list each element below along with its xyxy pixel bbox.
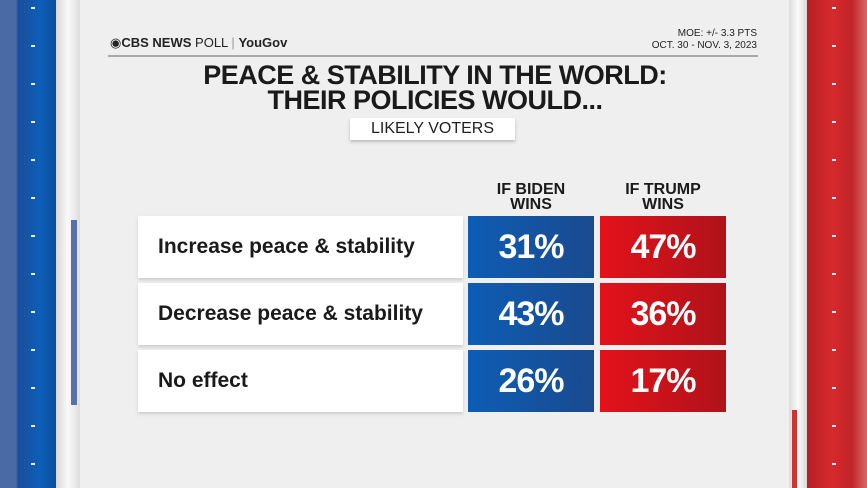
- row-label: Increase peace & stability: [138, 216, 463, 278]
- title-line-2: THEIR POLICIES WOULD...: [267, 85, 603, 115]
- column-header-line: WINS: [642, 196, 684, 213]
- rivet-mark: [31, 197, 35, 199]
- rivet-mark: [832, 273, 836, 275]
- biden-value: 31%: [468, 216, 594, 278]
- logo-poll: POLL: [195, 35, 228, 50]
- rivet-mark: [832, 349, 836, 351]
- rivet-mark: [31, 121, 35, 123]
- cbs-eye-icon: ◉: [110, 35, 122, 50]
- cbs-yougov-logo: ◉CBS NEWS POLL | YouGov: [110, 35, 288, 50]
- trump-value: 36%: [600, 283, 726, 345]
- page-title: PEACE & STABILITY IN THE WORLD: THEIR PO…: [80, 60, 790, 115]
- margin-of-error: MOE: +/- 3.3 PTS: [677, 28, 757, 39]
- biden-value: 43%: [468, 283, 594, 345]
- rivet-mark: [31, 349, 35, 351]
- rivet-mark: [832, 83, 836, 85]
- column-header-line: IF BIDEN: [496, 181, 566, 198]
- right-decor-strip: [789, 0, 807, 488]
- rivet-mark: [832, 197, 836, 199]
- biden-value: 26%: [468, 350, 594, 412]
- left-accent: [71, 220, 77, 405]
- rivet-mark: [832, 425, 836, 427]
- rivet-mark: [832, 45, 836, 47]
- rivet-mark: [832, 463, 836, 465]
- rivet-mark: [832, 159, 836, 161]
- header-divider: [108, 55, 758, 57]
- rivet-mark: [31, 387, 35, 389]
- rivet-mark: [31, 45, 35, 47]
- rivet-mark: [31, 159, 35, 161]
- poll-meta: MOE: +/- 3.3 PTS OCT. 30 - NOV. 3, 2023: [652, 28, 757, 52]
- column-header-trump: IF TRUMP WINS: [600, 181, 726, 213]
- logo-partner: YouGov: [238, 35, 288, 50]
- row-label: No effect: [138, 350, 463, 412]
- column-header-biden: IF BIDEN WINS: [468, 181, 594, 213]
- rivet-mark: [31, 425, 35, 427]
- rivet-mark: [832, 311, 836, 313]
- title-line-1: PEACE & STABILITY IN THE WORLD:: [203, 60, 667, 90]
- rivet-mark: [31, 7, 35, 9]
- rivet-mark: [31, 311, 35, 313]
- left-decor-bar: [0, 0, 56, 488]
- rivet-mark: [832, 387, 836, 389]
- right-accent: [792, 410, 797, 488]
- right-decor-bar: [807, 0, 867, 488]
- rivet-mark: [832, 235, 836, 237]
- rivet-mark: [31, 235, 35, 237]
- column-header-line: WINS: [510, 196, 552, 213]
- subtitle-badge: LIKELY VOTERS: [350, 118, 515, 140]
- trump-value: 47%: [600, 216, 726, 278]
- rivet-mark: [31, 273, 35, 275]
- rivet-mark: [832, 121, 836, 123]
- trump-value: 17%: [600, 350, 726, 412]
- rivet-mark: [832, 7, 836, 9]
- logo-cbs: CBS NEWS: [121, 35, 192, 50]
- row-label: Decrease peace & stability: [138, 283, 463, 345]
- rivet-mark: [31, 83, 35, 85]
- column-header-line: IF TRUMP: [625, 181, 701, 198]
- rivet-mark: [31, 463, 35, 465]
- poll-dates: OCT. 30 - NOV. 3, 2023: [651, 40, 757, 51]
